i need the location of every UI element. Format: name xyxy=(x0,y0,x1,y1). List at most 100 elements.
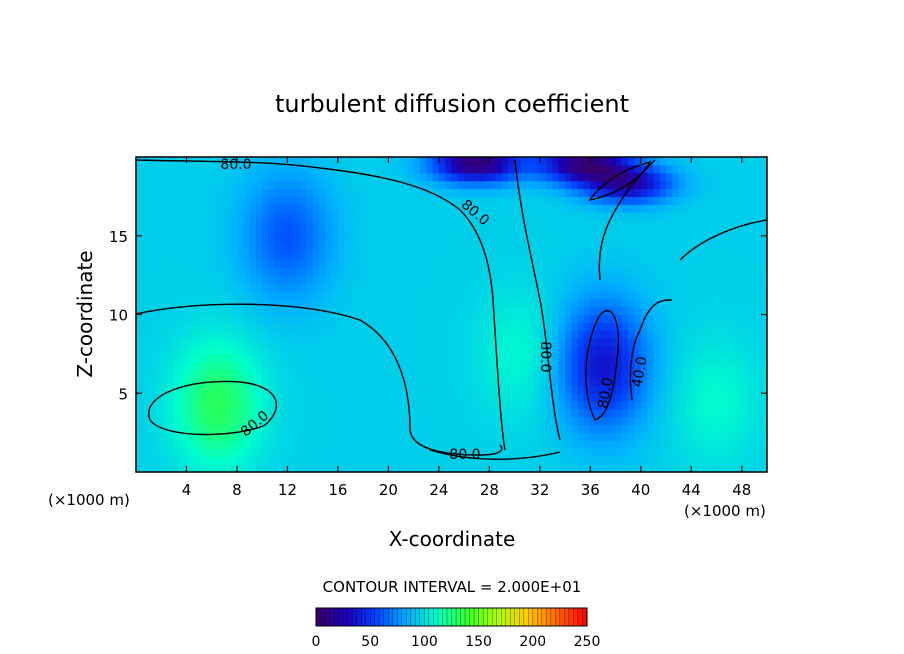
heatmap-cell xyxy=(634,448,642,457)
heatmap-cell xyxy=(483,440,490,449)
colorbar-segment xyxy=(428,607,434,627)
heatmap-cell xyxy=(236,243,244,253)
heatmap-cell xyxy=(401,235,408,245)
heatmap-cell xyxy=(318,157,326,166)
heatmap-cell xyxy=(539,164,547,174)
heatmap-cell xyxy=(615,251,623,260)
heatmap-cell xyxy=(173,306,181,316)
heatmap-cell xyxy=(634,424,642,434)
heatmap-cell xyxy=(255,283,263,292)
heatmap-cell xyxy=(401,361,408,371)
heatmap-cell xyxy=(218,290,225,300)
heatmap-cell xyxy=(666,235,673,245)
heatmap-cell xyxy=(363,251,371,260)
heatmap-cell xyxy=(180,448,188,457)
heatmap-cell xyxy=(401,464,408,472)
heatmap-cell xyxy=(628,157,636,166)
heatmap-cell xyxy=(205,361,213,371)
heatmap-cell xyxy=(628,235,636,245)
heatmap-cell xyxy=(457,393,465,402)
heatmap-cell xyxy=(192,212,200,221)
heatmap-cell xyxy=(501,259,509,268)
heatmap-cell xyxy=(602,456,610,465)
colorbar-segment xyxy=(568,607,575,627)
heatmap-cell xyxy=(684,283,692,292)
heatmap-cell xyxy=(331,416,339,426)
heatmap-cell xyxy=(312,322,320,331)
heatmap-cell xyxy=(268,306,276,316)
heatmap-cell xyxy=(318,338,326,347)
heatmap-cell xyxy=(375,157,383,166)
heatmap-cell xyxy=(748,416,755,426)
heatmap-cell xyxy=(136,164,143,174)
heatmap-cell xyxy=(249,275,257,284)
heatmap-cell xyxy=(300,196,307,205)
heatmap-cell xyxy=(546,393,554,402)
heatmap-cell xyxy=(678,448,686,457)
heatmap-cell xyxy=(148,243,156,253)
heatmap-cell xyxy=(539,456,547,465)
heatmap-cell xyxy=(268,196,276,205)
heatmap-cell xyxy=(457,275,465,284)
heatmap-cell xyxy=(735,456,743,465)
heatmap-cell xyxy=(218,243,225,253)
heatmap-cell xyxy=(514,432,522,442)
heatmap-cell xyxy=(508,259,516,268)
heatmap-cell xyxy=(703,440,711,449)
heatmap-cell xyxy=(154,164,162,174)
heatmap-cell xyxy=(476,180,484,190)
heatmap-cell xyxy=(596,338,604,347)
heatmap-cell xyxy=(527,322,535,331)
heatmap-cell xyxy=(552,275,560,284)
heatmap-cell xyxy=(300,448,307,457)
heatmap-cell xyxy=(331,267,339,276)
heatmap-cell xyxy=(640,464,648,472)
heatmap-cell xyxy=(148,330,156,339)
heatmap-cell xyxy=(672,440,680,449)
heatmap-cell xyxy=(325,212,333,221)
heatmap-cell xyxy=(584,267,591,276)
heatmap-cell xyxy=(161,283,169,292)
heatmap-cell xyxy=(369,267,377,276)
heatmap-cell xyxy=(173,401,181,410)
heatmap-cell xyxy=(312,369,320,379)
heatmap-cell xyxy=(716,196,724,205)
heatmap-cell xyxy=(653,353,661,363)
heatmap-cell xyxy=(703,338,711,347)
heatmap-cell xyxy=(236,298,244,308)
heatmap-cell xyxy=(621,164,629,174)
heatmap-cell xyxy=(609,298,617,308)
heatmap-cell xyxy=(281,267,289,276)
heatmap-cell xyxy=(325,409,333,418)
colorbar-segment xyxy=(338,607,344,627)
heatmap-cell xyxy=(691,353,699,363)
heatmap-cell xyxy=(167,369,175,379)
heatmap-cell xyxy=(508,369,516,379)
heatmap-cell xyxy=(476,424,484,434)
heatmap-cell xyxy=(464,164,472,174)
heatmap-cell xyxy=(615,314,623,323)
heatmap-cell xyxy=(281,432,289,442)
heatmap-cell xyxy=(142,440,150,449)
heatmap-cell xyxy=(584,180,591,190)
heatmap-cell xyxy=(672,204,680,213)
heatmap-cell xyxy=(407,243,415,253)
heatmap-cell xyxy=(476,456,484,465)
heatmap-cell xyxy=(192,259,200,268)
heatmap-cell xyxy=(375,212,383,221)
heatmap-cell xyxy=(666,456,673,465)
heatmap-cell xyxy=(287,220,295,229)
heatmap-cell xyxy=(647,306,655,316)
heatmap-cell xyxy=(363,393,371,402)
heatmap-cell xyxy=(464,440,472,449)
heatmap-cell xyxy=(255,298,263,308)
heatmap-cell xyxy=(565,464,572,472)
heatmap-cell xyxy=(369,298,377,308)
heatmap-cell xyxy=(602,393,610,402)
heatmap-cell xyxy=(596,464,604,472)
heatmap-cell xyxy=(508,361,516,371)
heatmap-cell xyxy=(539,369,547,379)
heatmap-cell xyxy=(262,330,270,339)
colorbar-segment xyxy=(383,607,389,627)
heatmap-cell xyxy=(255,314,263,323)
